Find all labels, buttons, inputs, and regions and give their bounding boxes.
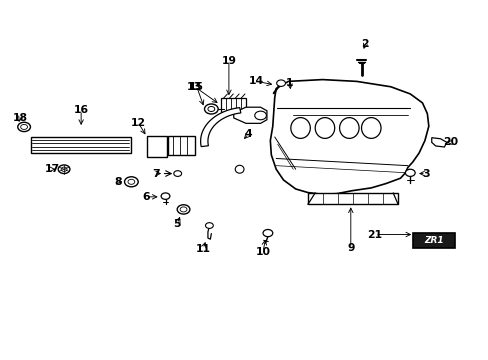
Circle shape bbox=[205, 223, 213, 228]
Text: 10: 10 bbox=[255, 247, 270, 257]
Circle shape bbox=[207, 107, 214, 112]
Circle shape bbox=[18, 122, 30, 132]
Text: 1: 1 bbox=[285, 78, 293, 88]
Circle shape bbox=[173, 171, 181, 176]
Text: ZR1: ZR1 bbox=[424, 237, 443, 246]
Bar bbox=[307, 193, 397, 204]
Text: 15: 15 bbox=[189, 82, 204, 92]
Text: 5: 5 bbox=[173, 219, 181, 229]
Circle shape bbox=[180, 207, 186, 212]
Circle shape bbox=[204, 104, 218, 114]
Text: 9: 9 bbox=[346, 243, 354, 253]
Ellipse shape bbox=[290, 118, 310, 138]
Circle shape bbox=[124, 177, 138, 187]
Text: 16: 16 bbox=[73, 105, 88, 115]
Text: 8: 8 bbox=[114, 177, 121, 187]
Circle shape bbox=[128, 179, 135, 184]
Text: 18: 18 bbox=[13, 113, 28, 123]
Circle shape bbox=[405, 169, 414, 176]
Polygon shape bbox=[200, 108, 241, 147]
Ellipse shape bbox=[315, 118, 334, 138]
Text: 17: 17 bbox=[44, 164, 60, 174]
Text: 3: 3 bbox=[421, 168, 429, 179]
Text: 21: 21 bbox=[367, 230, 382, 239]
Bar bbox=[31, 137, 131, 153]
Polygon shape bbox=[270, 80, 428, 194]
Polygon shape bbox=[233, 107, 266, 123]
Circle shape bbox=[276, 80, 285, 86]
Circle shape bbox=[254, 111, 266, 120]
Circle shape bbox=[161, 193, 169, 199]
Bar bbox=[147, 136, 167, 157]
Bar bbox=[221, 98, 246, 112]
Text: 11: 11 bbox=[195, 244, 210, 254]
Text: 4: 4 bbox=[244, 129, 252, 139]
Text: 20: 20 bbox=[442, 138, 457, 147]
Circle shape bbox=[58, 165, 70, 174]
Text: 12: 12 bbox=[130, 118, 145, 128]
Text: 6: 6 bbox=[142, 192, 149, 202]
Polygon shape bbox=[431, 138, 446, 147]
Ellipse shape bbox=[361, 118, 380, 138]
Bar bbox=[167, 136, 194, 155]
Ellipse shape bbox=[235, 165, 244, 173]
Circle shape bbox=[20, 125, 27, 130]
Circle shape bbox=[263, 229, 272, 237]
Text: 19: 19 bbox=[221, 56, 236, 66]
Text: 13: 13 bbox=[187, 82, 202, 92]
Ellipse shape bbox=[339, 118, 358, 138]
Text: 7: 7 bbox=[152, 168, 159, 179]
Text: 14: 14 bbox=[248, 76, 264, 86]
Text: 2: 2 bbox=[361, 40, 368, 49]
Circle shape bbox=[61, 167, 67, 171]
Circle shape bbox=[177, 205, 189, 214]
FancyBboxPatch shape bbox=[412, 233, 454, 248]
